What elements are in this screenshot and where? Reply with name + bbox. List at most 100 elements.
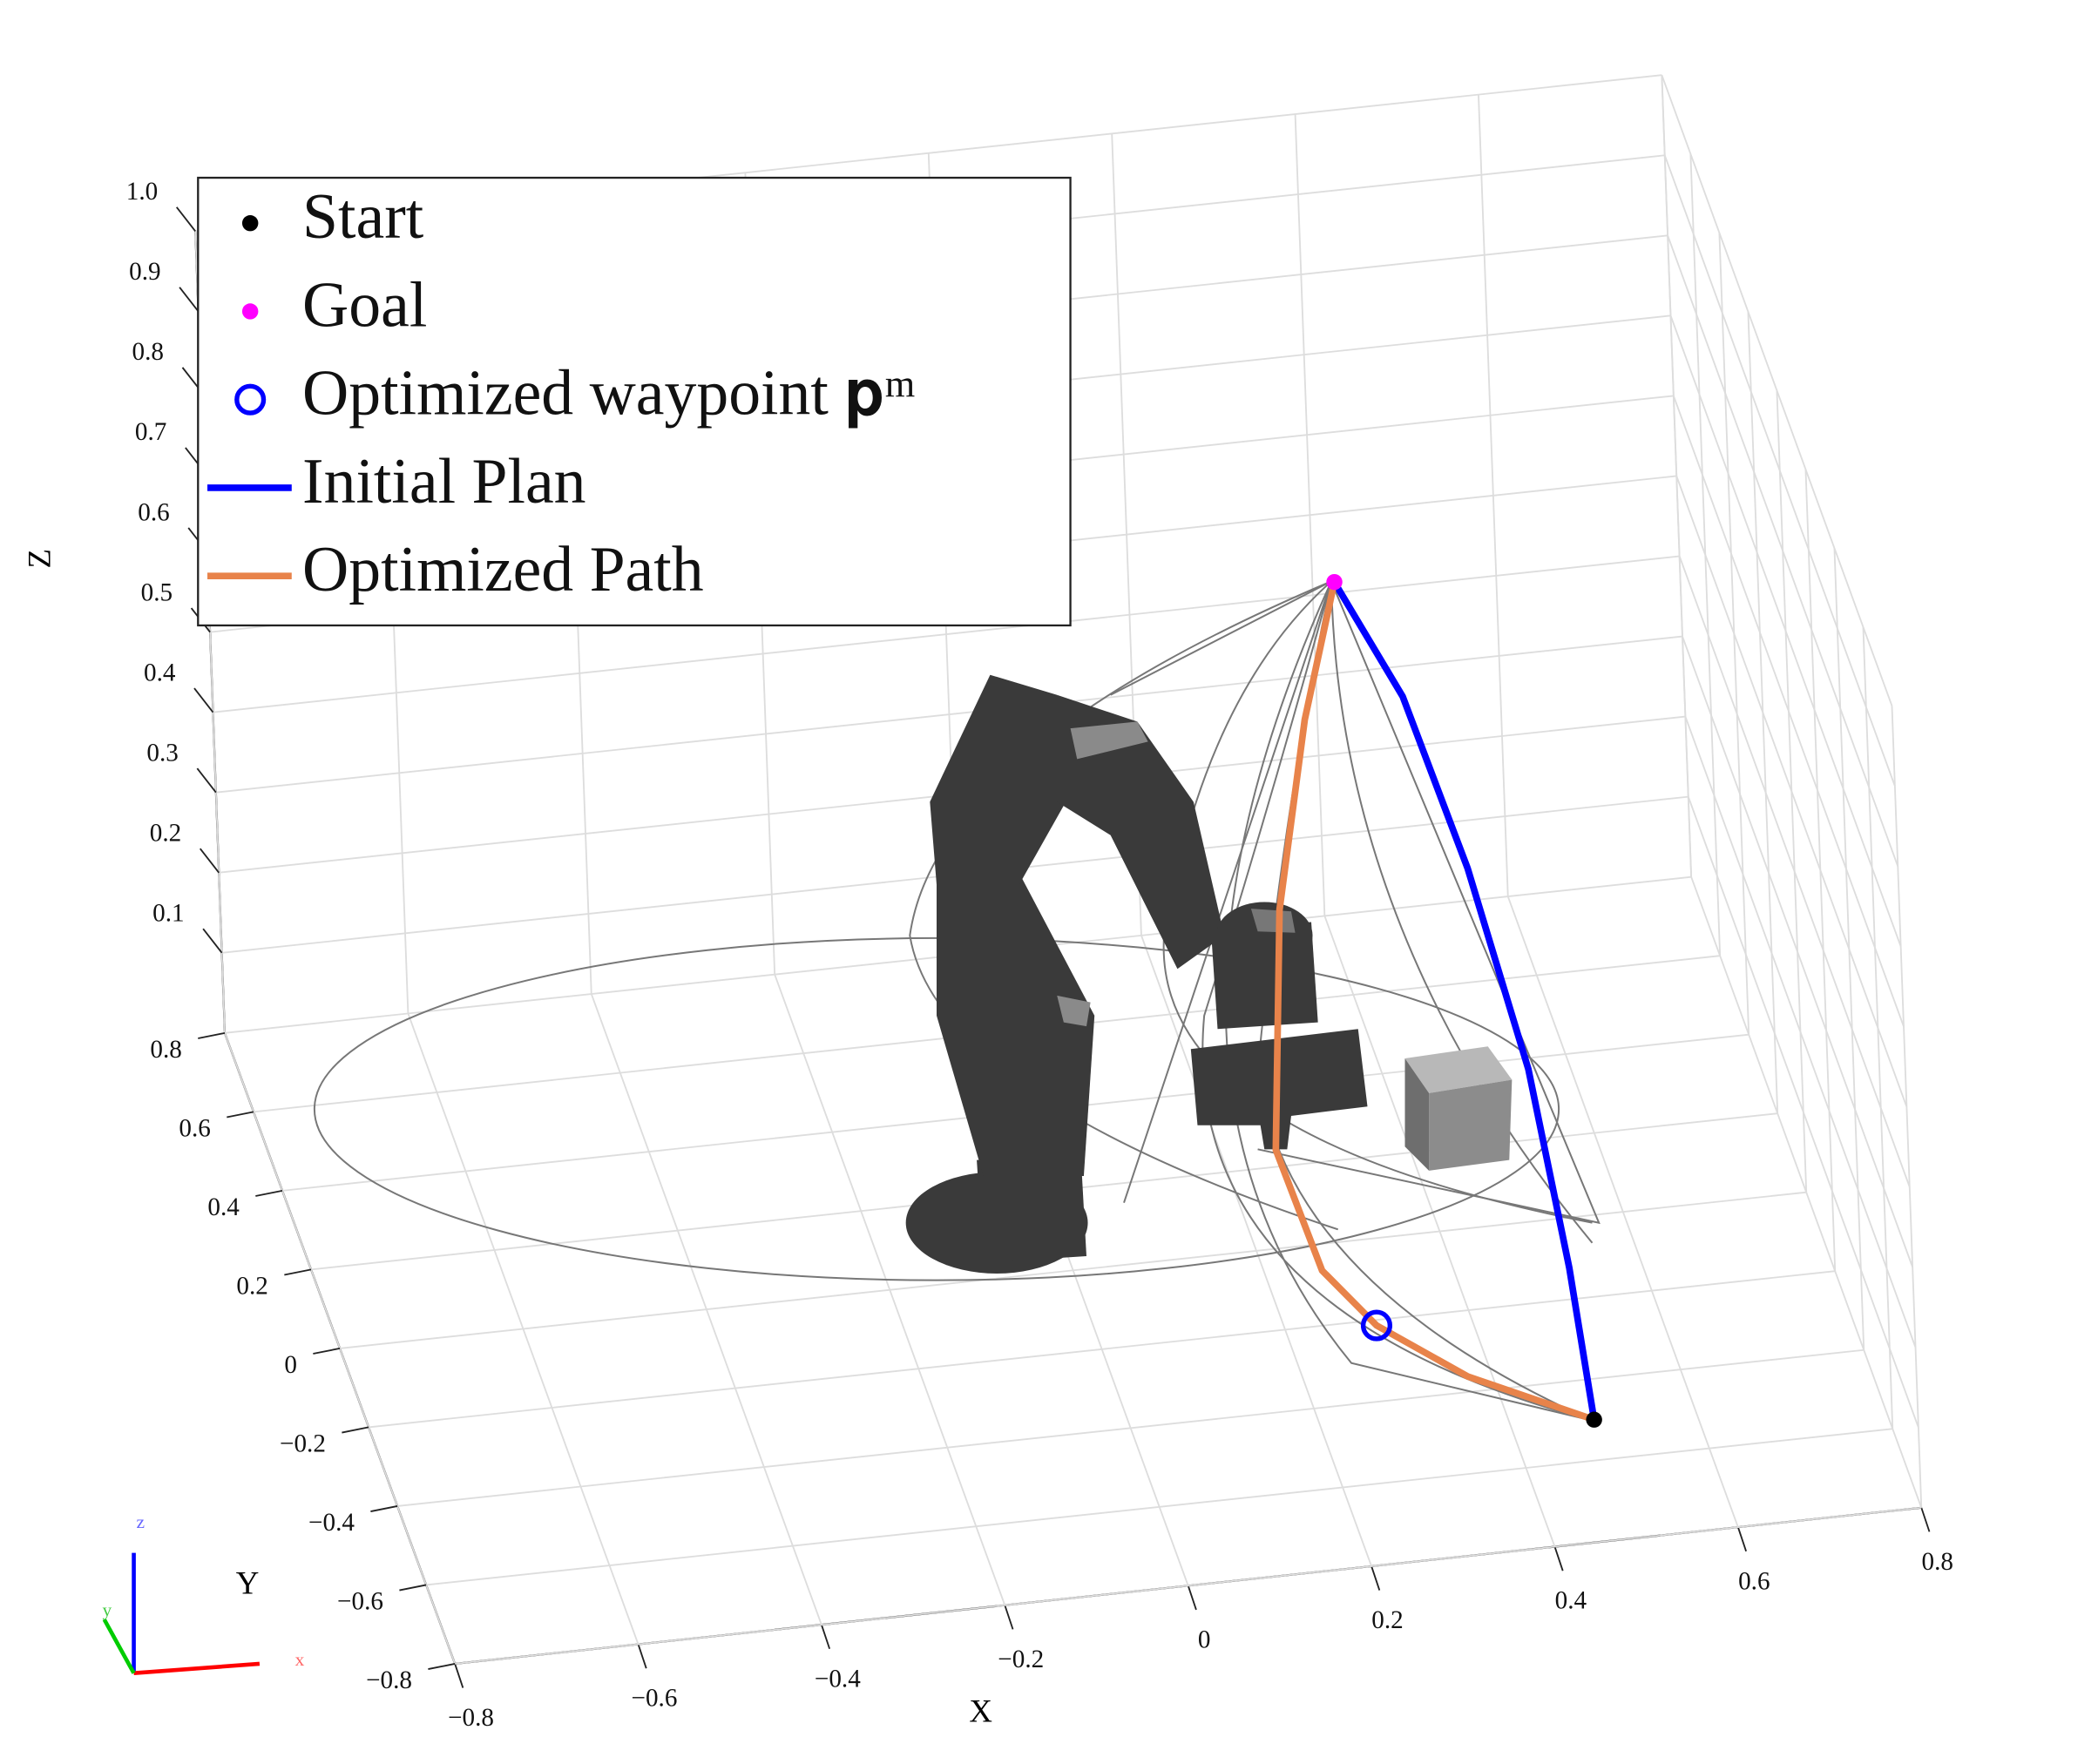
z-tick [202,928,223,954]
grid-line [397,1348,1865,1507]
wire-curve [909,580,1339,1231]
robot-link [937,868,1095,1176]
x-tick-label: −0.4 [815,1665,861,1693]
y-tick-label: 0.8 [150,1036,181,1064]
legend-label: Goal [302,268,427,340]
y-tick [227,1111,254,1119]
robot-highlight [1070,721,1148,760]
x-tick [1004,1605,1014,1630]
x-tick [1920,1507,1931,1532]
x-tick [1553,1546,1564,1571]
triad-label: y [102,1599,112,1620]
x-axis-label: X [969,1693,992,1729]
data [1272,573,1602,1428]
y-tick [342,1426,369,1434]
z-tick-label: 0.1 [152,900,184,928]
z-tick [193,687,214,713]
y-tick [284,1268,312,1276]
legend-swatch [241,214,259,232]
y-tick-label: 0 [284,1351,297,1379]
legend-label: Optimized Path [302,533,704,605]
triad-label: x [295,1649,305,1670]
z-tick-label: 0.7 [135,418,166,446]
grid-line [1673,395,1905,1027]
data-point [1326,573,1343,591]
robot-base [977,1159,1086,1263]
wire-curve [1224,580,1593,1422]
z-tick-label: 0.4 [144,659,176,686]
y-tick-label: −0.4 [308,1509,355,1537]
x-tick-label: −0.8 [448,1704,494,1732]
x-tick [637,1644,647,1669]
z-tick [196,767,217,794]
z-axis-label: Z [22,549,58,568]
x-tick-label: 0.6 [1738,1567,1770,1595]
wire-curve [1162,580,1593,1224]
x-tick-label: 0 [1198,1625,1211,1653]
grid-line [1682,636,1914,1267]
robot-highlight [1057,995,1091,1027]
legend-box [197,176,1072,627]
robot-link [1057,694,1225,970]
grid-line [1675,476,1908,1107]
wire-curve [1257,580,1601,1225]
z-tick-label: 0.5 [141,578,173,606]
grid-line [1687,796,1919,1429]
grid-line [1661,74,1893,706]
z-tick-label: 0.8 [132,338,163,366]
grid-line [1684,716,1917,1348]
z-tick-label: 1.0 [126,178,158,206]
triad-label: z [136,1511,145,1532]
x-tick-label: 0.2 [1371,1606,1403,1634]
z-tick-label: 0.9 [129,258,160,286]
x-tick [1737,1526,1747,1552]
legend-swatch [234,383,267,416]
grid-line [1669,315,1902,947]
wire-curve [1201,581,1593,1422]
x-tick-label: −0.2 [998,1646,1044,1673]
grid-line [426,1428,1893,1586]
triad-axis [133,1661,261,1675]
legend: Start Goal Optimized waypoint 𝐩ᵐ Initial Pl… [207,180,916,605]
legend-swatch [241,303,259,320]
y-tick [198,1031,226,1039]
grid-line [213,555,1680,713]
z-tick [179,287,200,313]
robot [905,674,1368,1274]
z-tick [200,848,220,874]
grid-line [368,1270,1836,1429]
robot-link [930,674,1078,889]
y-axis-label: Y [236,1565,260,1600]
orientation-triad: z x y [102,1511,305,1675]
z-tick-label: 0.6 [138,498,169,526]
legend-label: Initial Plan [302,445,585,517]
scene [313,579,1601,1422]
triad-axis [102,1619,136,1674]
y-tick-label: 0.4 [207,1193,240,1221]
data-line [1272,581,1595,1423]
x-tick [1370,1565,1381,1591]
z-tick [175,206,196,232]
grid-line [455,1506,1922,1665]
x-tick-label: 0.8 [1921,1548,1952,1576]
legend-label: Start [302,180,424,252]
y-tick [313,1347,341,1355]
obstacle-box [1429,1079,1513,1171]
data-point [1360,1309,1393,1342]
wire-curve [1330,581,1594,1244]
y-tick-label: −0.6 [337,1588,383,1616]
y-tick [399,1584,427,1592]
y-tick [370,1505,398,1512]
grid-line [215,635,1683,794]
z-tick-label: 0.2 [150,820,181,848]
x-tick [821,1624,831,1650]
z-tick-label: 0.3 [146,739,178,767]
grid-line [1678,556,1911,1187]
y-tick-label: 0.2 [236,1273,267,1301]
x-tick-label: 0.4 [1555,1587,1587,1615]
x-tick [454,1663,464,1688]
obstacle-box [1404,1058,1430,1171]
robot-wrist [1210,922,1318,1030]
